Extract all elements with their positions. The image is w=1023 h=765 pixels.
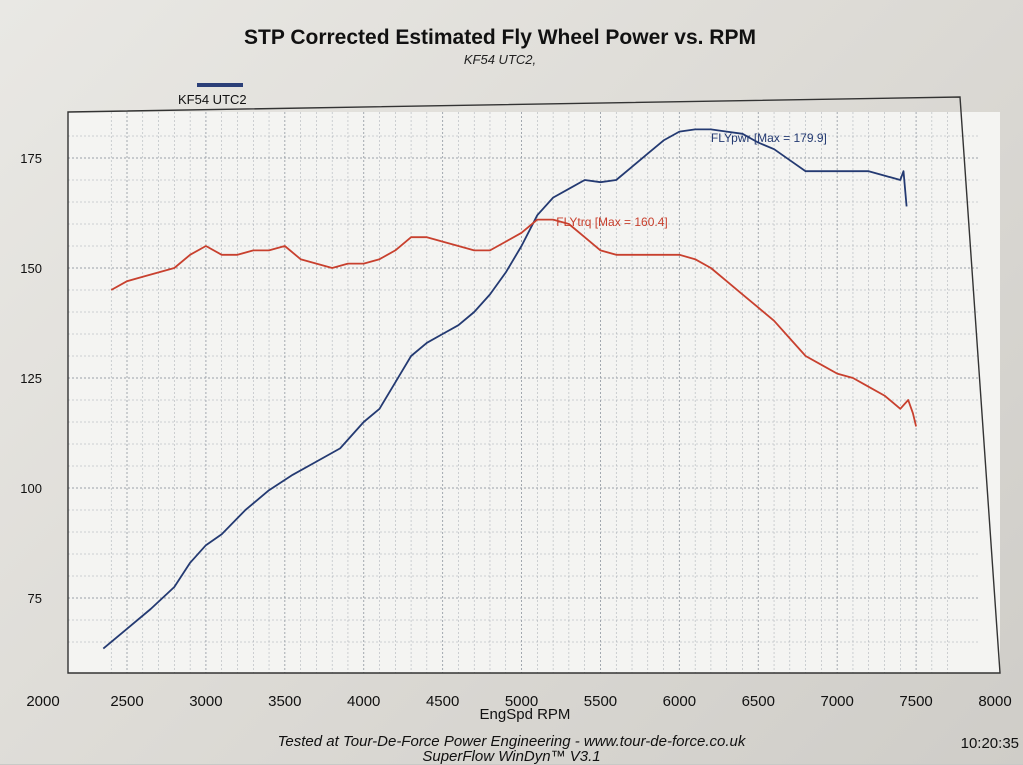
y-tick-label: 75: [28, 591, 42, 606]
chart-subtitle: KF54 UTC2,: [463, 52, 537, 67]
x-tick-label: 8000: [978, 693, 1011, 710]
y-tick-label: 125: [20, 371, 42, 386]
series-group: FLYpwr [Max = 179.9] FLYtrq [Max = 160.4]: [102, 128, 917, 650]
footer-tested-at: Tested at Tour-De-Force Power Engineerin…: [277, 733, 746, 750]
y-tick-label: 100: [20, 481, 42, 496]
x-tick-label: 4000: [347, 693, 380, 710]
x-tick-label: 6500: [742, 693, 775, 710]
series-line-flytrq: [110, 218, 917, 427]
legend-swatch: [197, 83, 243, 87]
x-tick-label: 5500: [584, 693, 617, 710]
series-annotation-flytrq: FLYtrq [Max = 160.4]: [556, 215, 668, 229]
x-tick-label: 3000: [189, 693, 222, 710]
x-tick-label: 5000: [505, 693, 538, 710]
footer-software: SuperFlow WinDyn™ V3.1: [422, 748, 601, 765]
x-tick-label: 6000: [663, 693, 696, 710]
footer-time: 10:20:35: [960, 735, 1019, 752]
y-tick-label: 175: [20, 151, 42, 166]
x-tick-label: 4500: [426, 693, 459, 710]
x-tick-label: 7500: [899, 693, 932, 710]
legend-label: KF54 UTC2: [178, 92, 247, 107]
x-tick-label: 7000: [820, 693, 853, 710]
x-tick-label: 2000: [26, 693, 59, 710]
y-tick-label: 150: [20, 261, 42, 276]
x-tick-label: 3500: [268, 693, 301, 710]
plot-frame: [67, 96, 1001, 674]
x-axis-label: EngSpd RPM: [480, 706, 571, 723]
y-axis-ticks: 75 100 125 150 175: [20, 151, 42, 606]
series-annotation-flypwr: FLYpwr [Max = 179.9]: [711, 131, 827, 145]
x-tick-label: 2500: [110, 693, 143, 710]
grid-lines: [68, 112, 980, 673]
plot-area: [68, 112, 1000, 673]
x-axis-ticks: 2000 2500 3000 3500 4000 4500 5000 5500 6000 6500…: [26, 693, 1011, 710]
series-line-flypwr: [102, 128, 908, 650]
chart-title: STP Corrected Estimated Fly Wheel Power …: [244, 26, 756, 49]
